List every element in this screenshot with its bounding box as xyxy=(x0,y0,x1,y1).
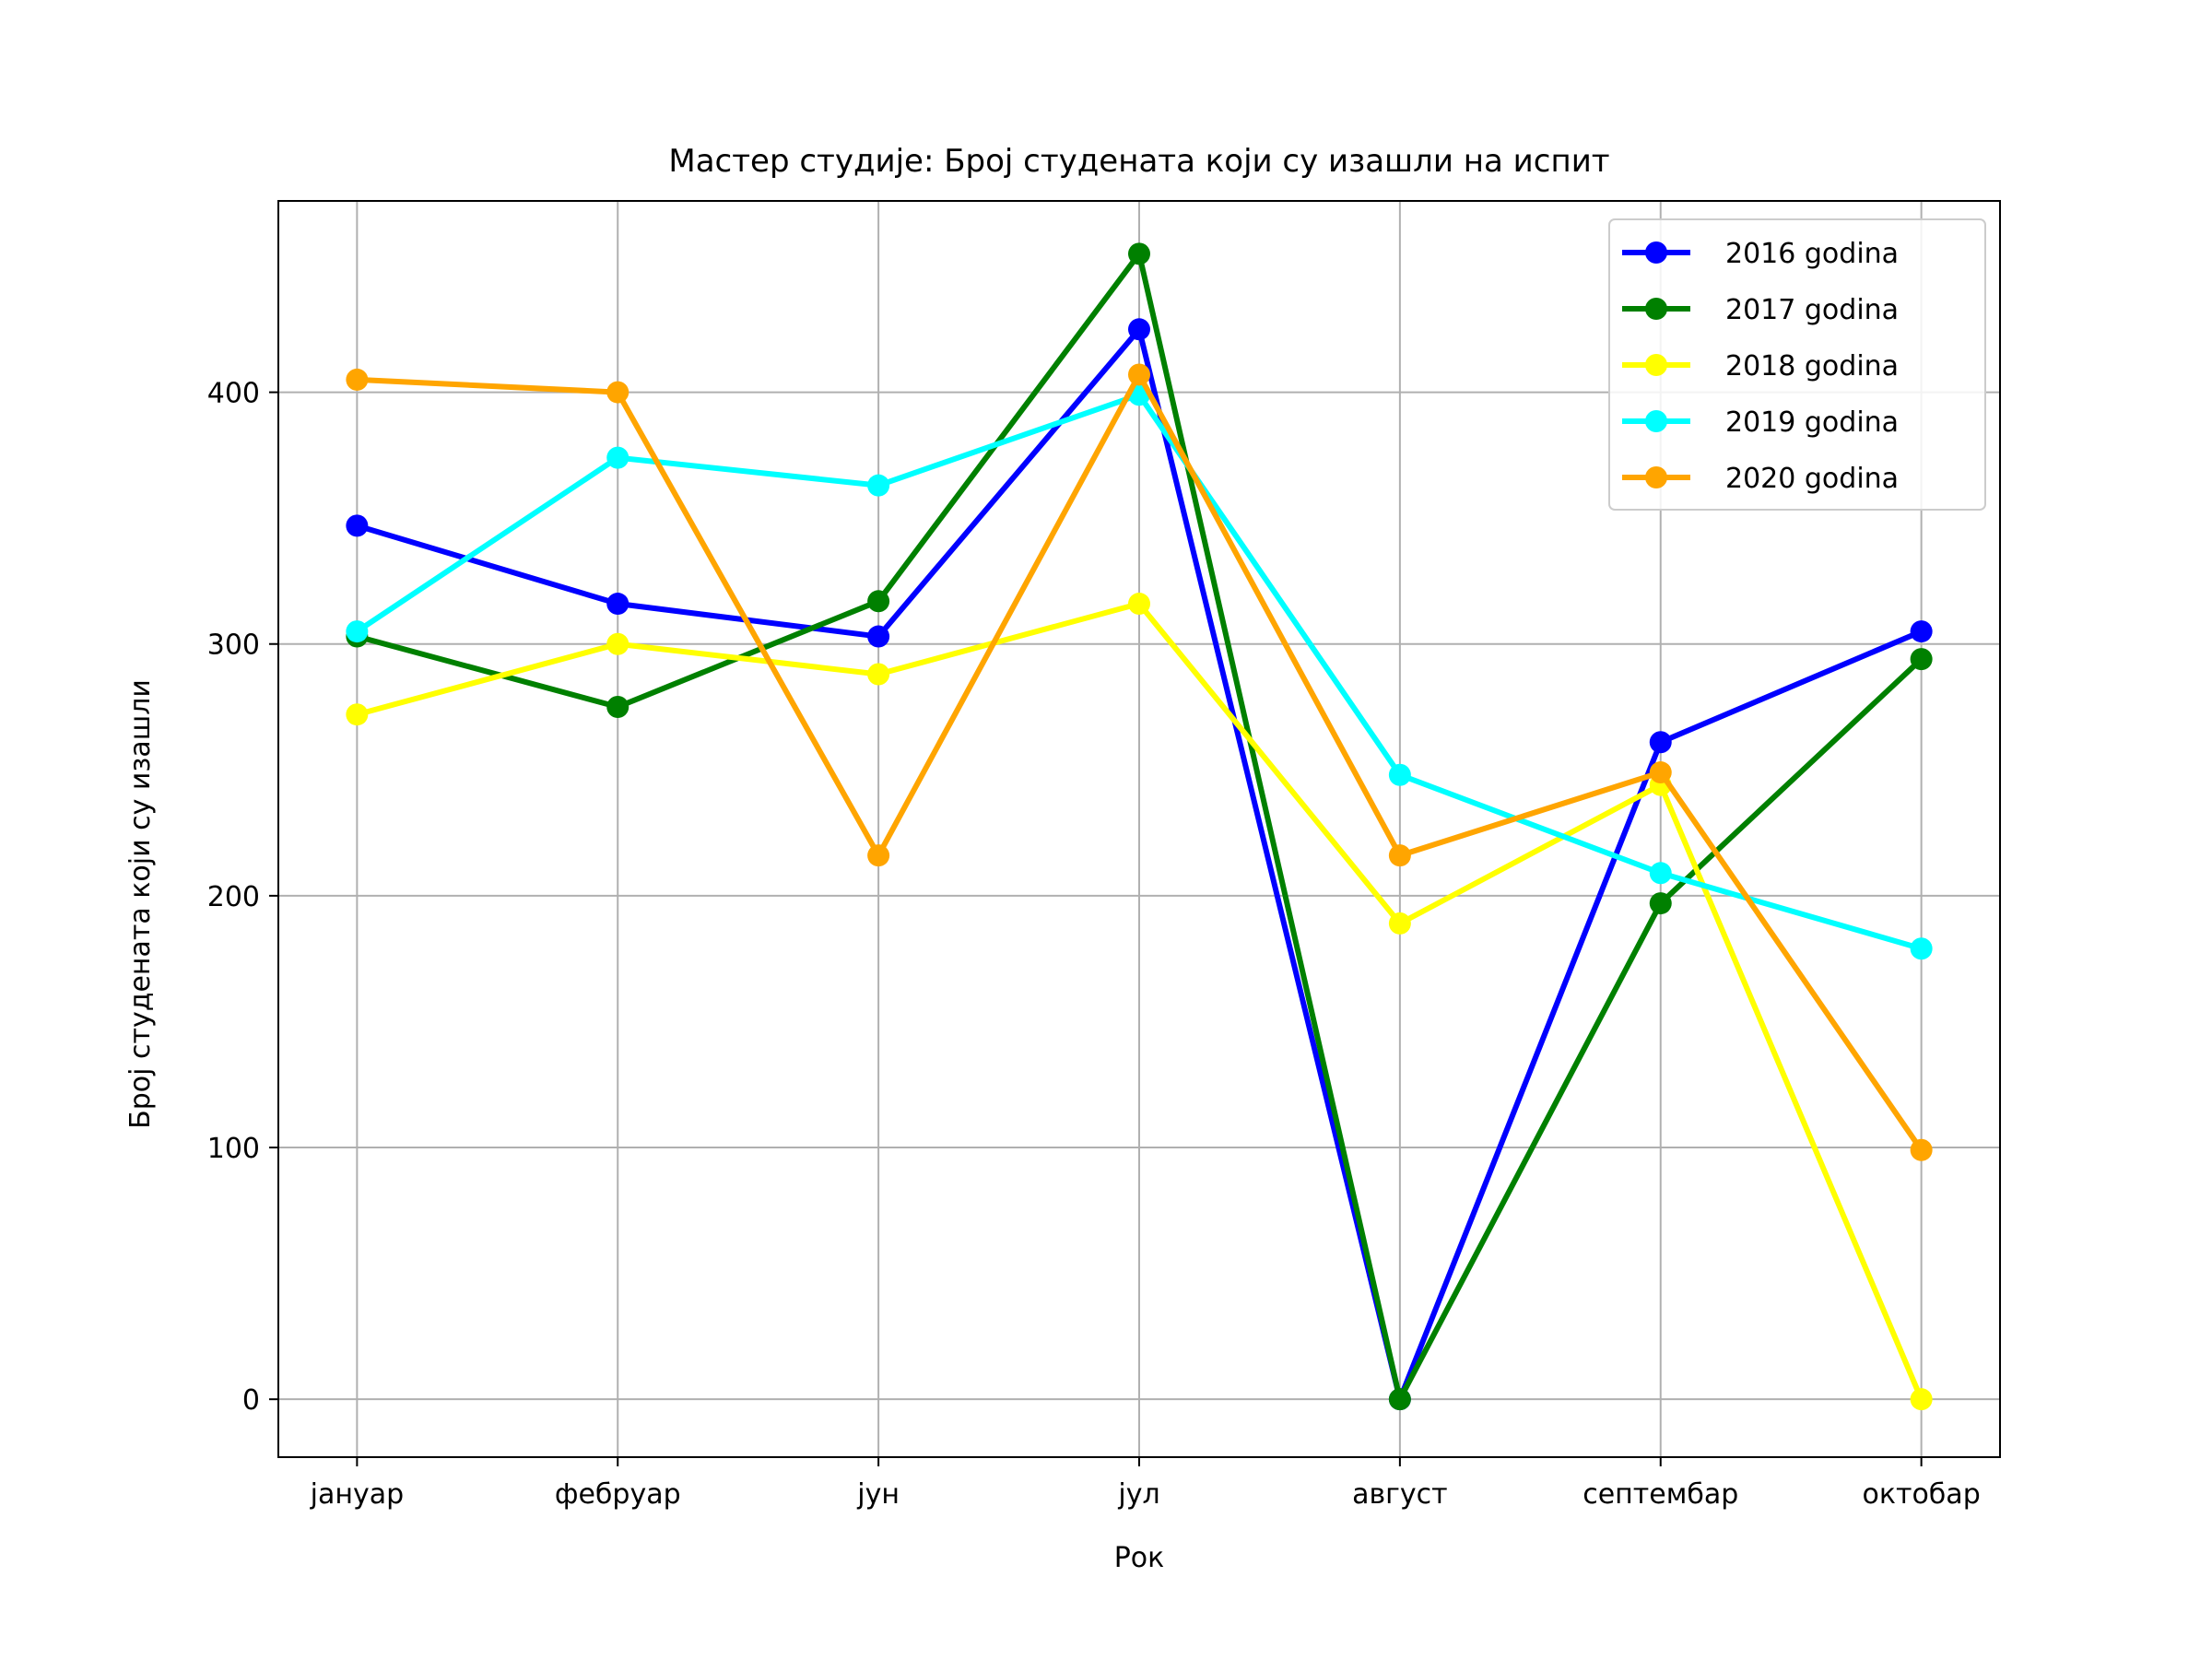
legend-item: 2020 godina xyxy=(1622,463,1899,495)
legend-swatch-marker xyxy=(1645,466,1667,488)
chart-title: Мастер студије: Број студената који су и… xyxy=(668,143,1609,180)
series-2020-godina xyxy=(346,363,1933,1161)
data-point xyxy=(1910,1138,1933,1161)
legend-item: 2018 godina xyxy=(1622,350,1899,382)
data-point xyxy=(1649,862,1672,885)
x-axis-label: Рок xyxy=(1114,1542,1165,1574)
legend-item: 2017 godina xyxy=(1622,294,1899,326)
data-point xyxy=(1128,242,1150,265)
series-2019-godina xyxy=(346,383,1933,960)
data-point xyxy=(1128,363,1150,386)
series-2016-godina xyxy=(346,318,1933,1411)
data-point xyxy=(1388,763,1411,786)
data-point xyxy=(606,446,629,469)
data-point xyxy=(867,844,890,867)
y-axis-label: Број студената који су изашли xyxy=(124,679,157,1129)
data-point xyxy=(1649,731,1672,754)
y-tick-label: 0 xyxy=(242,1384,260,1417)
x-tick-label: септембар xyxy=(1583,1478,1738,1511)
data-point xyxy=(346,368,369,391)
y-tick-label: 300 xyxy=(207,629,260,662)
legend-label: 2016 godina xyxy=(1725,238,1899,270)
data-point xyxy=(1128,593,1150,616)
legend-label: 2018 godina xyxy=(1725,350,1899,382)
data-point xyxy=(606,381,629,404)
x-tick-label: јул xyxy=(1117,1478,1159,1511)
legend-swatch-marker xyxy=(1645,298,1667,320)
data-point xyxy=(1910,937,1933,960)
y-tick-label: 100 xyxy=(207,1133,260,1165)
data-point xyxy=(1910,1388,1933,1411)
data-point xyxy=(606,593,629,616)
legend-label: 2019 godina xyxy=(1725,406,1899,439)
plot-frame xyxy=(277,200,2001,1458)
data-point xyxy=(1388,844,1411,867)
data-point xyxy=(606,696,629,719)
x-tick-label: јун xyxy=(856,1478,900,1511)
data-point xyxy=(1910,620,1933,643)
data-point xyxy=(1388,912,1411,935)
data-point xyxy=(1388,1388,1411,1411)
x-tick-label: фебруар xyxy=(555,1478,681,1511)
legend-swatch-marker xyxy=(1645,241,1667,264)
legend-label: 2017 godina xyxy=(1725,294,1899,326)
data-point xyxy=(1910,648,1933,671)
legend-label: 2020 godina xyxy=(1725,463,1899,495)
data-point xyxy=(867,590,890,613)
data-point xyxy=(346,620,369,643)
data-point xyxy=(1649,892,1672,915)
y-tick-label: 200 xyxy=(207,881,260,913)
series-2018-godina xyxy=(346,593,1933,1411)
data-point xyxy=(606,632,629,655)
data-point xyxy=(867,474,890,497)
legend-item: 2016 godina xyxy=(1622,238,1899,270)
legend-swatch-marker xyxy=(1645,354,1667,376)
legend-item: 2019 godina xyxy=(1622,406,1899,439)
x-tick-label: јануар xyxy=(310,1478,405,1511)
data-point xyxy=(1128,318,1150,341)
data-point xyxy=(1649,761,1672,784)
y-tick-label: 400 xyxy=(207,378,260,410)
x-tick-label: октобар xyxy=(1863,1478,1981,1511)
data-point xyxy=(346,703,369,726)
x-tick-label: август xyxy=(1352,1478,1448,1511)
legend-swatch-marker xyxy=(1645,410,1667,432)
legend-box xyxy=(1608,218,1986,511)
data-point xyxy=(867,625,890,648)
data-point xyxy=(346,514,369,537)
data-point xyxy=(867,663,890,686)
